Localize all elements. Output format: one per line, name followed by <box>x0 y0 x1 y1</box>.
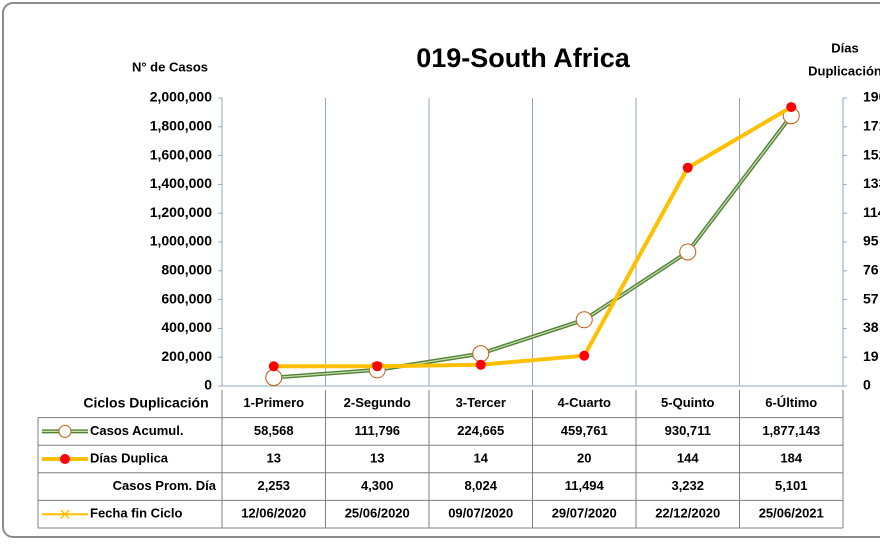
table-value: 14 <box>474 450 489 465</box>
table-value: 111,796 <box>354 423 400 438</box>
marker <box>682 162 693 173</box>
y-tick-label: 1,400,000 <box>150 175 212 191</box>
y2-tick-label: 57 <box>863 290 879 306</box>
marker <box>786 102 797 113</box>
y-tick-label: 2,000,000 <box>150 89 212 105</box>
marker <box>265 369 283 387</box>
y2-axis-label: Días <box>831 40 858 55</box>
category-label: 5-Quinto <box>661 395 714 410</box>
category-label: 1-Primero <box>243 395 304 410</box>
legend-key-marker <box>60 509 70 519</box>
marker <box>679 243 697 261</box>
marker <box>372 361 383 372</box>
table-value: 20 <box>577 450 591 465</box>
y-tick-label: 1,200,000 <box>150 204 212 220</box>
table-value: 459,761 <box>561 423 608 438</box>
y-axis-label: N° de Casos <box>132 59 208 74</box>
category-label: 6-Último <box>765 395 817 410</box>
y2-axis-label: Duplicación <box>808 63 880 78</box>
row-label: Casos Prom. Día <box>113 478 217 493</box>
row-label: Fecha fin Ciclo <box>90 506 183 521</box>
series-line <box>273 105 793 369</box>
category-label: 2-Segundo <box>344 395 411 410</box>
marker <box>268 361 279 372</box>
table-value: 184 <box>780 450 802 465</box>
y-tick-label: 1,600,000 <box>150 146 212 162</box>
marker <box>472 345 490 363</box>
legend-label: Casos Acumul. <box>90 423 183 438</box>
category-label: 3-Tercer <box>456 395 506 410</box>
table-value: 12/06/2020 <box>241 506 306 521</box>
table-value: 11,494 <box>565 478 605 493</box>
table-value: 13 <box>370 450 384 465</box>
legend-label: Días Duplica <box>90 450 169 465</box>
table-value: 25/06/2020 <box>345 506 410 521</box>
y2-tick-label: 133 <box>863 175 880 191</box>
legend-key-marker <box>58 424 72 438</box>
y2-tick-label: 0 <box>863 377 871 393</box>
marker <box>475 359 486 370</box>
y2-tick-label: 76 <box>863 262 879 278</box>
y2-tick-label: 95 <box>863 233 879 249</box>
y2-tick-label: 152 <box>863 146 880 162</box>
table-value: 144 <box>677 450 699 465</box>
table-value: 1,877,143 <box>762 423 820 438</box>
category-label: 4-Cuarto <box>558 395 612 410</box>
table-value: 4,300 <box>361 478 394 493</box>
y-tick-label: 1,800,000 <box>150 118 212 134</box>
y-tick-label: 200,000 <box>161 348 212 364</box>
y-tick-label: 600,000 <box>161 290 212 306</box>
y2-tick-label: 190 <box>863 89 880 105</box>
table-value: 29/07/2020 <box>552 506 617 521</box>
table-header: Ciclos Duplicación <box>83 395 208 411</box>
table-value: 22/12/2020 <box>655 506 720 521</box>
y2-tick-label: 171 <box>863 118 880 134</box>
table-value: 3,232 <box>671 478 704 493</box>
table-value: 13 <box>267 450 281 465</box>
table-value: 25/06/2021 <box>759 506 824 521</box>
marker <box>575 311 593 329</box>
y2-tick-label: 19 <box>863 348 879 364</box>
y-tick-label: 1,000,000 <box>150 233 212 249</box>
y-tick-label: 0 <box>204 377 212 393</box>
table-value: 58,568 <box>254 423 294 438</box>
table-value: 2,253 <box>257 478 290 493</box>
table-value: 930,711 <box>665 423 711 438</box>
chart-title: 019-South Africa <box>416 43 631 73</box>
table-value: 09/07/2020 <box>448 506 513 521</box>
table-value: 8,024 <box>464 478 497 493</box>
y2-tick-label: 38 <box>863 319 879 335</box>
legend-key-marker <box>60 454 70 464</box>
marker <box>579 350 590 361</box>
series-line-inner <box>273 115 792 379</box>
table-value: 5,101 <box>775 478 808 493</box>
y-tick-label: 400,000 <box>161 319 212 335</box>
table-value: 224,665 <box>457 423 504 438</box>
y-tick-label: 800,000 <box>161 262 212 278</box>
y2-tick-label: 114 <box>863 204 880 220</box>
